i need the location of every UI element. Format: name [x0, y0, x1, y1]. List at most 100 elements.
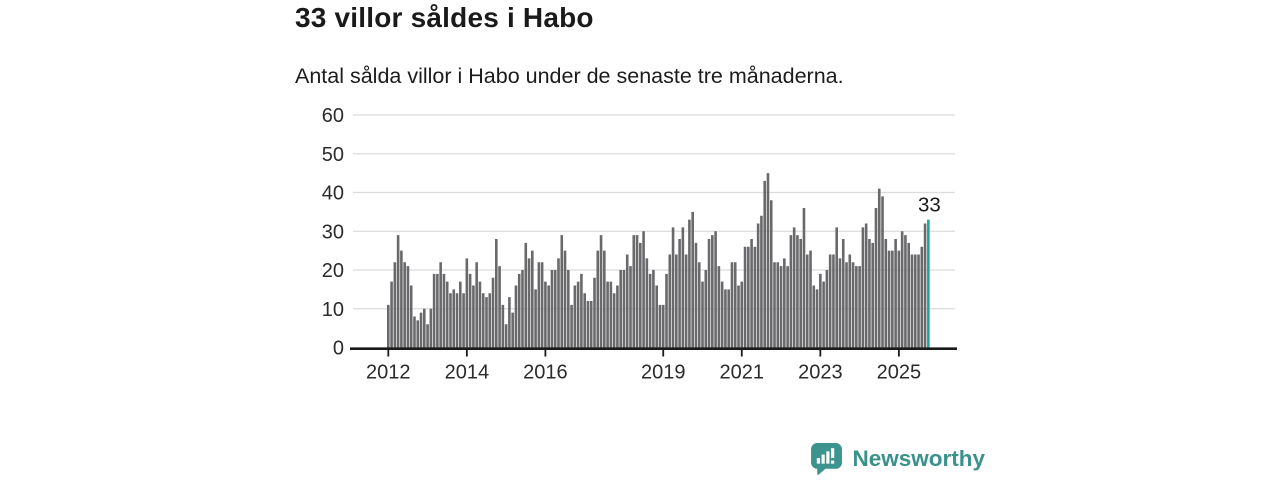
y-axis-tick-label: 60 [322, 105, 344, 127]
bar [877, 188, 881, 348]
bar [432, 273, 436, 348]
bar [485, 297, 488, 348]
bar [913, 254, 917, 348]
bar [796, 235, 799, 348]
bar [403, 262, 406, 348]
bar [426, 324, 429, 348]
bar [593, 277, 596, 348]
bar [514, 285, 518, 348]
bar [737, 285, 740, 348]
bar [537, 262, 541, 348]
bar [697, 262, 701, 348]
bar [491, 277, 495, 348]
bar [881, 196, 884, 348]
brand-footer: Newsworthy [809, 441, 985, 476]
x-axis-tick-label: 2025 [877, 362, 922, 384]
bar [730, 262, 734, 348]
bar [642, 231, 645, 348]
bar [409, 285, 413, 348]
bar [544, 281, 547, 348]
bar [652, 270, 655, 348]
bar [439, 262, 442, 348]
bar [789, 235, 793, 348]
bar [792, 227, 796, 348]
brand-name: Newsworthy [852, 445, 985, 471]
bar [756, 223, 760, 348]
bar [553, 270, 557, 348]
bar [393, 262, 397, 348]
logo-exclamation-dot [831, 460, 835, 464]
bar [707, 239, 711, 348]
bar [462, 293, 465, 348]
last-value-annotation: 33 [918, 194, 941, 217]
bar [691, 211, 694, 348]
y-axis-tick-label: 10 [322, 299, 344, 321]
bar [694, 242, 698, 348]
bar [534, 289, 537, 348]
bar [783, 258, 786, 348]
bar [616, 285, 619, 348]
bar [809, 250, 812, 348]
bar [648, 273, 652, 348]
bar [864, 223, 868, 348]
bar [413, 316, 416, 348]
bar [675, 254, 678, 348]
bar [704, 270, 708, 348]
logo-bar-2 [822, 454, 826, 464]
bar [769, 200, 773, 348]
bar [629, 266, 632, 348]
bar [396, 235, 400, 348]
bar [904, 235, 907, 348]
bar [740, 281, 744, 348]
bar [560, 235, 564, 348]
bar [671, 227, 675, 348]
x-axis-tick-label: 2021 [720, 362, 765, 384]
bar [701, 281, 704, 348]
bar [688, 219, 691, 348]
bar [910, 254, 914, 348]
bar [658, 304, 662, 348]
bar [481, 293, 485, 348]
bar [531, 250, 534, 348]
bar [495, 239, 498, 348]
bar [907, 242, 911, 348]
bar [498, 266, 501, 348]
y-axis-tick-label: 40 [322, 183, 344, 205]
bar [743, 246, 747, 348]
bar [845, 262, 848, 348]
bar [599, 235, 603, 348]
bar [655, 285, 658, 348]
bar [763, 180, 766, 348]
bar [724, 289, 727, 348]
bar [825, 270, 829, 348]
bar [750, 239, 753, 348]
bar [475, 262, 478, 348]
bar [452, 289, 456, 348]
bar [449, 293, 452, 348]
bar [891, 250, 894, 348]
bar [678, 239, 681, 348]
bar [570, 304, 573, 348]
bar [776, 262, 780, 348]
bar [416, 320, 420, 348]
bar [632, 235, 636, 348]
bar [760, 215, 763, 348]
bar [567, 270, 570, 348]
bar [868, 239, 871, 348]
bar [681, 227, 685, 348]
bar [573, 285, 577, 348]
bar [665, 273, 668, 348]
bar [580, 273, 583, 348]
bar [766, 173, 770, 348]
bar [635, 235, 639, 348]
bar [400, 250, 403, 348]
highlighted-bar [927, 219, 930, 348]
bar [815, 289, 819, 348]
bar [871, 242, 874, 348]
bar [589, 301, 593, 348]
bar [436, 273, 439, 348]
newsworthy-logo-icon [811, 443, 843, 476]
bar [727, 289, 730, 348]
